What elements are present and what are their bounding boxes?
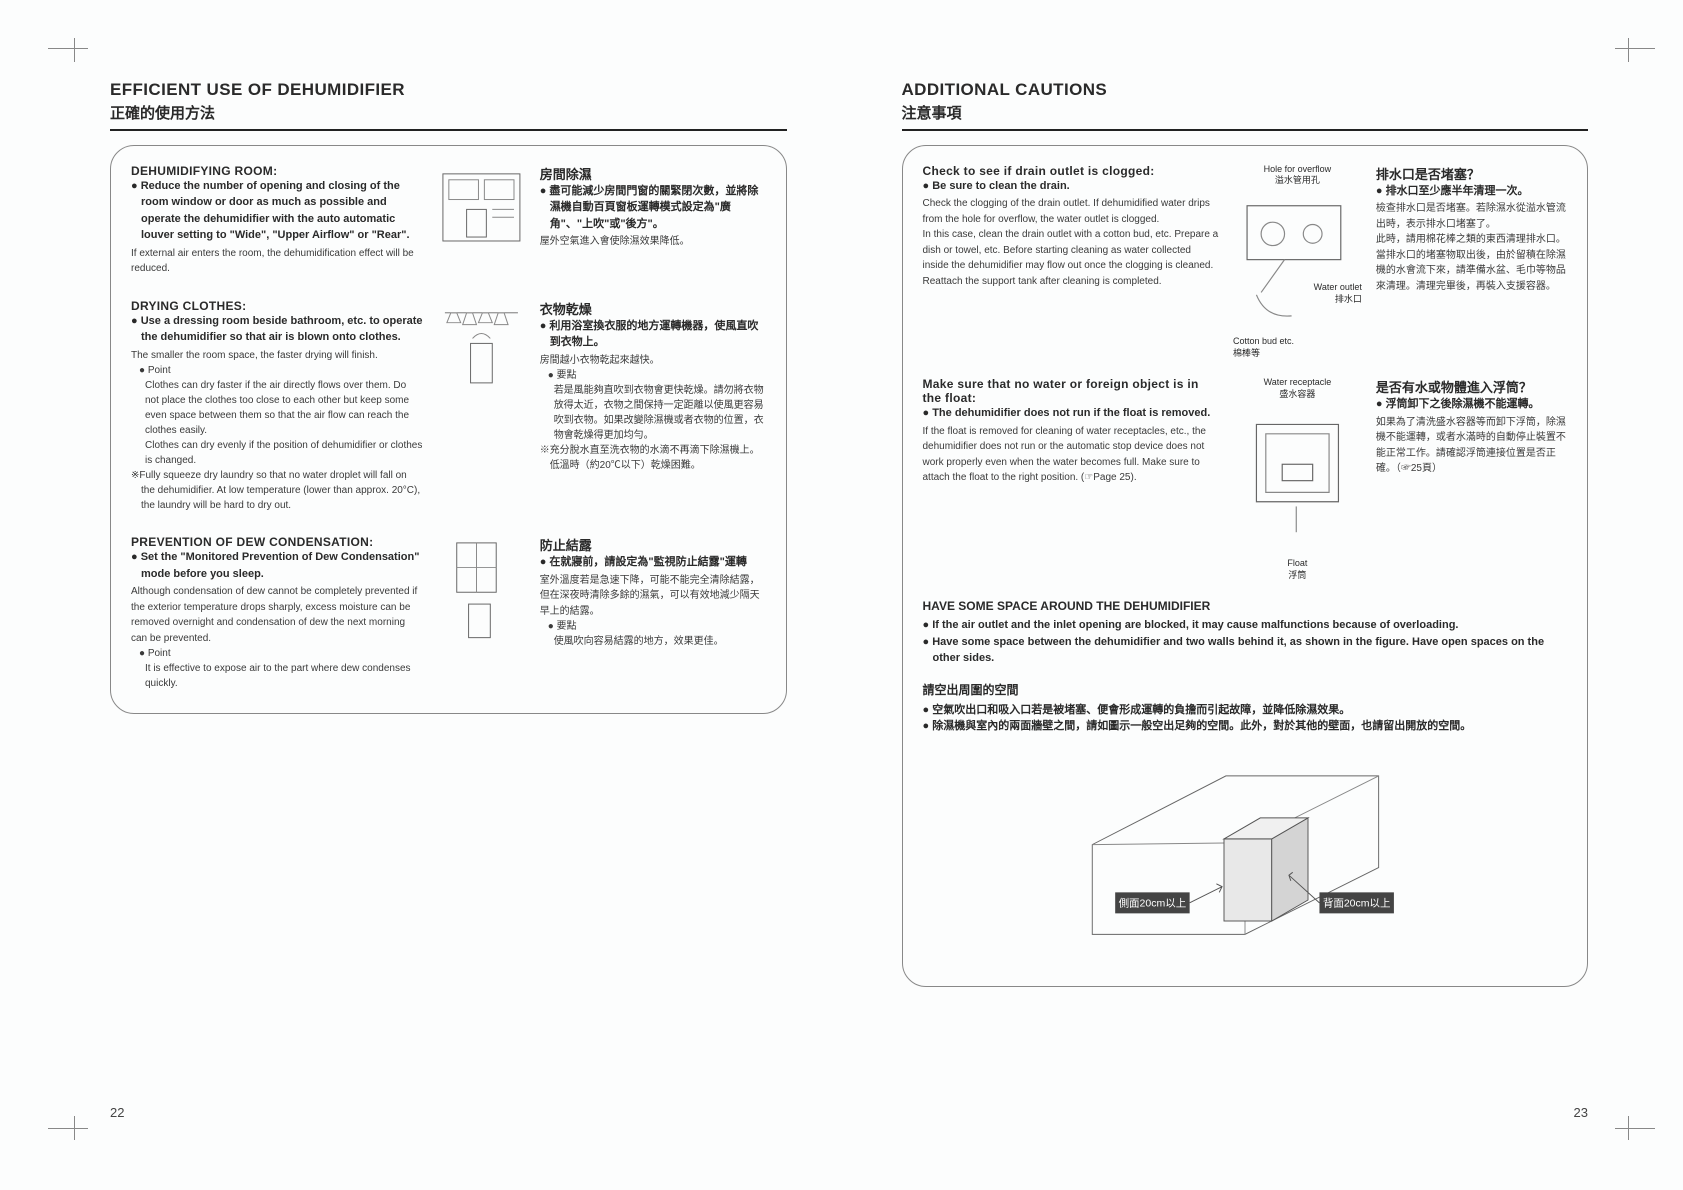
outlet-label-cn: 排水口	[1335, 294, 1362, 304]
page-spread: EFFICIENT USE OF DEHUMIDIFIER 正確的使用方法 DE…	[0, 0, 1683, 1190]
clothes-point-cn: 若是風能夠直吹到衣物會更快乾燥。請勿將衣物放得太近，衣物之間保持一定距離以使風更…	[540, 383, 766, 443]
clothes-note-en: ※Fully squeeze dry laundry so that no wa…	[131, 468, 423, 513]
drain-heading-en: Check to see if drain outlet is clogged:	[923, 164, 1219, 178]
receptacle-label-cn: 盛水容器	[1279, 389, 1315, 399]
dew-text-cn: 室外溫度若是急速下降，可能不能完全清除結露，但在深夜時清除多餘的濕氣，可以有效地…	[540, 573, 766, 620]
dew-point-cn: 使風吹向容易結露的地方，效果更佳。	[540, 634, 766, 649]
overflow-label-cn: 溢水管用孔	[1275, 175, 1320, 185]
drain-bullet-en: Be sure to clean the drain.	[923, 178, 1219, 195]
overflow-label-en: Hole for overflow	[1264, 164, 1332, 174]
dew-text-en: Although condensation of dew cannot be c…	[131, 584, 423, 646]
right-panel: Check to see if drain outlet is clogged:…	[902, 145, 1589, 987]
clothes-bullet-en: Use a dressing room beside bathroom, etc…	[131, 313, 423, 346]
left-panel: DEHUMIDIFYING ROOM: Reduce the number of…	[110, 145, 787, 715]
side-label: 側面20cm以上	[1118, 896, 1186, 909]
clothes-text-en: The smaller the room space, the faster d…	[131, 348, 423, 364]
clothes-point-en: Clothes can dry faster if the air direct…	[131, 378, 423, 468]
dew-illustration	[437, 535, 526, 691]
drain-bullet-cn: 排水口至少應半年清理一次。	[1376, 183, 1567, 200]
clothes-heading-en: DRYING CLOTHES:	[131, 299, 423, 313]
clothes-point-label-cn: ● 要點	[540, 368, 766, 383]
clothes-heading-cn: 衣物乾燥	[540, 299, 766, 318]
dew-point-en: It is effective to expose air to the par…	[131, 661, 423, 691]
page-number-left: 22	[110, 1105, 124, 1120]
drain-text-en: Check the clogging of the drain outlet. …	[923, 196, 1219, 289]
dew-bullet-cn: 在就寢前，請設定為"監視防止結露"運轉	[540, 554, 766, 571]
float-heading-cn: 是否有水或物體進入浮筒？	[1376, 377, 1567, 396]
room-text-cn: 屋外空氣進入會使除濕效果降低。	[540, 234, 766, 250]
dew-heading-en: PREVENTION OF DEW CONDENSATION:	[131, 535, 423, 549]
space-heading-en: HAVE SOME SPACE AROUND THE DEHUMIDIFIER	[923, 599, 1568, 613]
rear-label: 背面20cm以上	[1323, 896, 1391, 909]
section-clothes: DRYING CLOTHES: Use a dressing room besi…	[131, 299, 766, 514]
section-space: HAVE SOME SPACE AROUND THE DEHUMIDIFIER …	[923, 599, 1568, 968]
float-text-en: If the float is removed for cleaning of …	[923, 424, 1219, 486]
float-figure: Water receptacle 盛水容器 Float 浮筒	[1233, 377, 1362, 581]
dew-bullet-en: Set the "Monitored Prevention of Dew Con…	[131, 549, 423, 582]
outlet-label-en: Water outlet	[1314, 282, 1362, 292]
right-page: ADDITIONAL CAUTIONS 注意事項 Check to see if…	[842, 0, 1683, 1190]
dew-point-label-cn: ● 要點	[540, 619, 766, 634]
section-float: Make sure that no water or foreign objec…	[923, 377, 1568, 581]
clothes-note-cn: ※充分脫水直至洗衣物的水滴不再滴下除濕機上。低溫時（約20℃以下）乾燥困難。	[540, 443, 766, 473]
drain-heading-cn: 排水口是否堵塞？	[1376, 164, 1567, 183]
space-figure: 側面20cm以上 背面20cm以上	[923, 753, 1568, 968]
float-text-cn: 如果為了清洗盛水容器等而卸下浮筒，除濕機不能運轉，或者水滿時的自動停止裝置不能正…	[1376, 415, 1567, 477]
left-page: EFFICIENT USE OF DEHUMIDIFIER 正確的使用方法 DE…	[0, 0, 842, 1190]
float-heading-en: Make sure that no water or foreign objec…	[923, 377, 1219, 405]
clothes-illustration	[437, 299, 526, 514]
title-rule	[110, 129, 787, 131]
title-cn: 正確的使用方法	[110, 102, 787, 123]
space-bullet2-en: Have some space between the dehumidifier…	[923, 634, 1568, 667]
section-drain: Check to see if drain outlet is clogged:…	[923, 164, 1568, 360]
section-dew: PREVENTION OF DEW CONDENSATION: Set the …	[131, 535, 766, 691]
page-number-right: 23	[1574, 1105, 1588, 1120]
dew-point-label-en: ● Point	[131, 646, 423, 661]
dew-heading-cn: 防止結露	[540, 535, 766, 554]
cotton-label-en: Cotton bud etc.	[1233, 336, 1294, 346]
float-label-cn: 浮筒	[1288, 570, 1306, 580]
space-bullet1-cn: 空氣吹出口和吸入口若是被堵塞、便會形成運轉的負擔而引起故障，並降低除濕效果。	[923, 702, 1568, 719]
title-en: EFFICIENT USE OF DEHUMIDIFIER	[110, 80, 787, 100]
space-bullet1-en: If the air outlet and the inlet opening …	[923, 617, 1568, 634]
float-bullet-cn: 浮筒卸下之後除濕機不能運轉。	[1376, 396, 1567, 413]
cotton-label-cn: 棉棒等	[1233, 348, 1260, 358]
space-bullet2-cn: 除濕機與室內的兩面牆壁之間，請如圖示一般空出足夠的空間。此外，對於其他的壁面，也…	[923, 718, 1568, 735]
room-illustration	[437, 164, 526, 277]
drain-text-cn: 檢查排水口是否堵塞。若除濕水從溢水管流出時，表示排水口堵塞了。 此時，請用棉花棒…	[1376, 201, 1567, 294]
title-en-r: ADDITIONAL CAUTIONS	[902, 80, 1589, 100]
clothes-text-cn: 房間越小衣物乾起來越快。	[540, 353, 766, 369]
room-bullet-cn: 盡可能減少房間門窗的關緊閉次數，並將除濕機自動百頁窗板運轉模式設定為"廣角"、"…	[540, 183, 766, 233]
section-room: DEHUMIDIFYING ROOM: Reduce the number of…	[131, 164, 766, 277]
title-rule-r	[902, 129, 1589, 131]
drain-figure: Hole for overflow溢水管用孔 Water outlet 排水口 C…	[1233, 164, 1362, 360]
float-bullet-en: The dehumidifier does not run if the flo…	[923, 405, 1219, 422]
receptacle-label-en: Water receptacle	[1264, 377, 1332, 387]
clothes-point-label-en: ● Point	[131, 363, 423, 378]
space-heading-cn: 請空出周圍的空間	[923, 681, 1568, 698]
room-bullet-en: Reduce the number of opening and closing…	[131, 178, 423, 244]
title-cn-r: 注意事項	[902, 102, 1589, 123]
clothes-bullet-cn: 利用浴室換衣服的地方運轉機器，使風直吹到衣物上。	[540, 318, 766, 351]
float-label-en: Float	[1287, 558, 1307, 568]
room-text-en: If external air enters the room, the deh…	[131, 246, 423, 277]
room-heading-en: DEHUMIDIFYING ROOM:	[131, 164, 423, 178]
room-heading-cn: 房間除濕	[540, 164, 766, 183]
